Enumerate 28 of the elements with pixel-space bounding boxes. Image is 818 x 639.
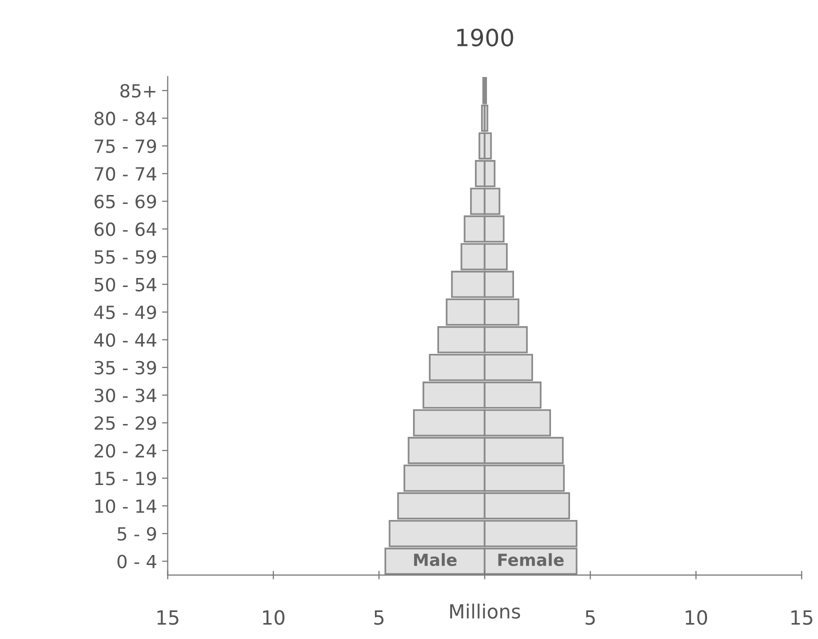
y-tick-label: 5 - 9 <box>118 527 156 541</box>
y-tick-label: 10 - 14 <box>95 499 156 513</box>
y-tick-label: 80 - 84 <box>94 112 156 126</box>
y-tick-label: 40 - 44 <box>94 333 156 347</box>
x-tick-label: 5 <box>586 610 595 625</box>
series-label: Female <box>498 553 564 566</box>
y-tick-label: 45 - 49 <box>94 306 156 320</box>
y-tick-label: 35 - 39 <box>94 360 156 375</box>
y-tick-label: 20 - 24 <box>94 444 156 458</box>
y-tick-label: 65 - 69 <box>94 194 156 208</box>
x-axis-title: Millions <box>450 604 520 619</box>
x-tick-label: 5 <box>374 610 384 625</box>
y-tick-label: 60 - 64 <box>94 222 156 236</box>
x-tick-label: 15 <box>791 610 812 625</box>
y-tick-label: 30 - 34 <box>94 388 156 402</box>
y-tick-label: 0 - 4 <box>118 554 156 568</box>
y-tick-label: 15 - 19 <box>95 472 156 486</box>
y-tick-label: 55 - 59 <box>94 250 156 264</box>
x-tick-label: 10 <box>686 610 708 625</box>
chart-title: 1900 <box>457 28 514 46</box>
series-label: Male <box>414 553 457 566</box>
x-tick-label: 15 <box>157 610 178 625</box>
y-tick-label: 85+ <box>120 84 156 98</box>
y-tick-label: 50 - 54 <box>94 278 156 292</box>
x-tick-label: 10 <box>263 610 284 625</box>
y-tick-label: 70 - 74 <box>94 167 156 181</box>
y-tick-label: 75 - 79 <box>94 139 156 154</box>
y-tick-label: 25 - 29 <box>94 416 156 430</box>
